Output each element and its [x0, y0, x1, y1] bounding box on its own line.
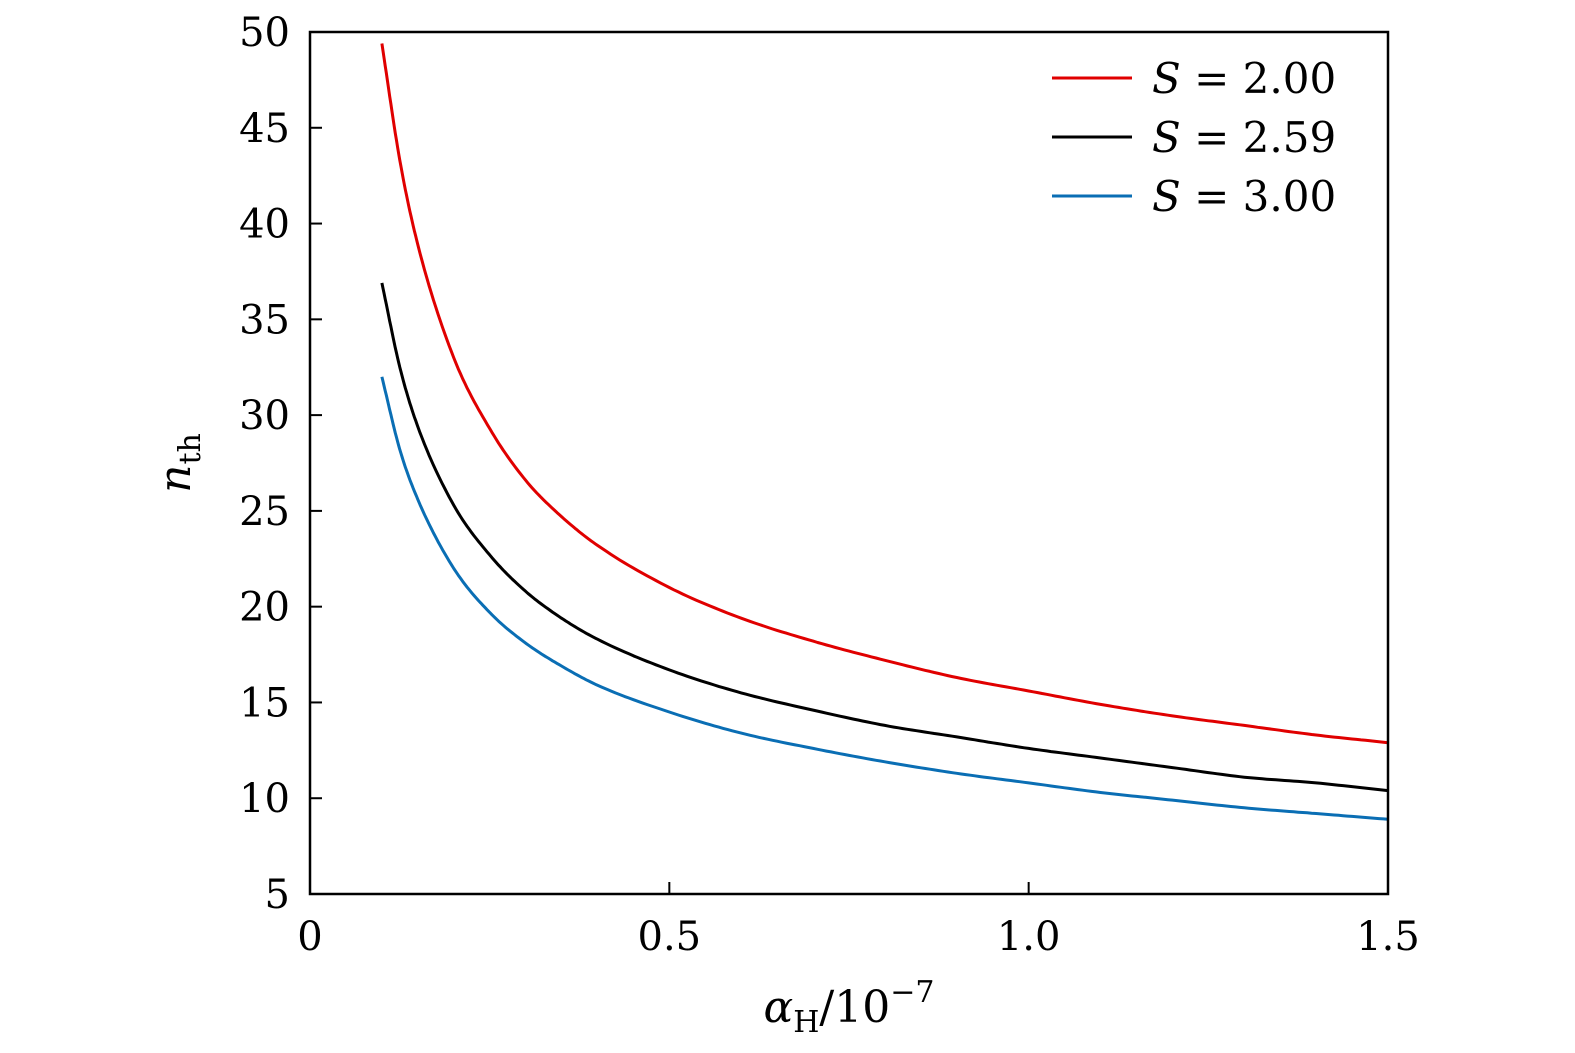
series-line-1 — [380, 43, 1389, 745]
legend-label: S = 2.00 — [1152, 54, 1336, 103]
series-line-3 — [380, 376, 1389, 821]
axis-ticks: 0 0.5 1.0 1.5 5 10 15 20 25 30 35 40 45 50 — [239, 10, 1420, 960]
y-tick-label: 20 — [239, 585, 290, 631]
legend-label: S = 3.00 — [1152, 172, 1336, 221]
series-line-2 — [380, 282, 1389, 793]
x-tick-label: 0 — [297, 914, 322, 960]
x-tick-label: 1.0 — [997, 914, 1061, 960]
y-tick-label: 50 — [239, 10, 290, 56]
y-tick-label: 35 — [239, 297, 290, 343]
legend-label-symbol: S — [1152, 54, 1181, 103]
x-axis-label-subscript: H — [793, 1005, 819, 1040]
x-axis-label-rest: /10 — [819, 982, 890, 1033]
y-tick-label: 40 — [239, 202, 290, 248]
x-axis-label-symbol: α — [764, 982, 794, 1033]
y-tick-label: 45 — [239, 106, 290, 152]
chart-marks — [380, 43, 1389, 821]
x-axis-label-superscript: −7 — [890, 975, 934, 1010]
y-axis-label-subscript: th — [173, 433, 208, 464]
legend-item: S = 2.59 — [1052, 113, 1336, 162]
x-tick-label: 0.5 — [638, 914, 702, 960]
legend-item: S = 2.00 — [1052, 54, 1336, 103]
legend-label: S = 2.59 — [1152, 113, 1336, 162]
legend: S = 2.00S = 2.59S = 3.00 — [1052, 54, 1336, 221]
x-tick-label: 1.5 — [1356, 914, 1420, 960]
y-axis-label-symbol: n — [150, 465, 201, 493]
plot-frame — [308, 30, 1390, 896]
y-tick-label: 5 — [265, 872, 290, 918]
legend-item: S = 3.00 — [1052, 172, 1336, 221]
y-tick-label: 30 — [239, 393, 290, 439]
legend-label-symbol: S — [1152, 113, 1181, 162]
y-tick-label: 15 — [239, 680, 290, 726]
legend-label-value: = 2.59 — [1181, 113, 1336, 162]
legend-label-value: = 3.00 — [1181, 172, 1336, 221]
legend-label-symbol: S — [1152, 172, 1181, 221]
y-tick-label: 10 — [239, 776, 290, 822]
legend-label-value: = 2.00 — [1181, 54, 1336, 103]
x-axis-label: αH/10−7 — [764, 975, 935, 1040]
y-axis-label: nth — [150, 433, 208, 493]
y-tick-label: 25 — [239, 489, 290, 535]
